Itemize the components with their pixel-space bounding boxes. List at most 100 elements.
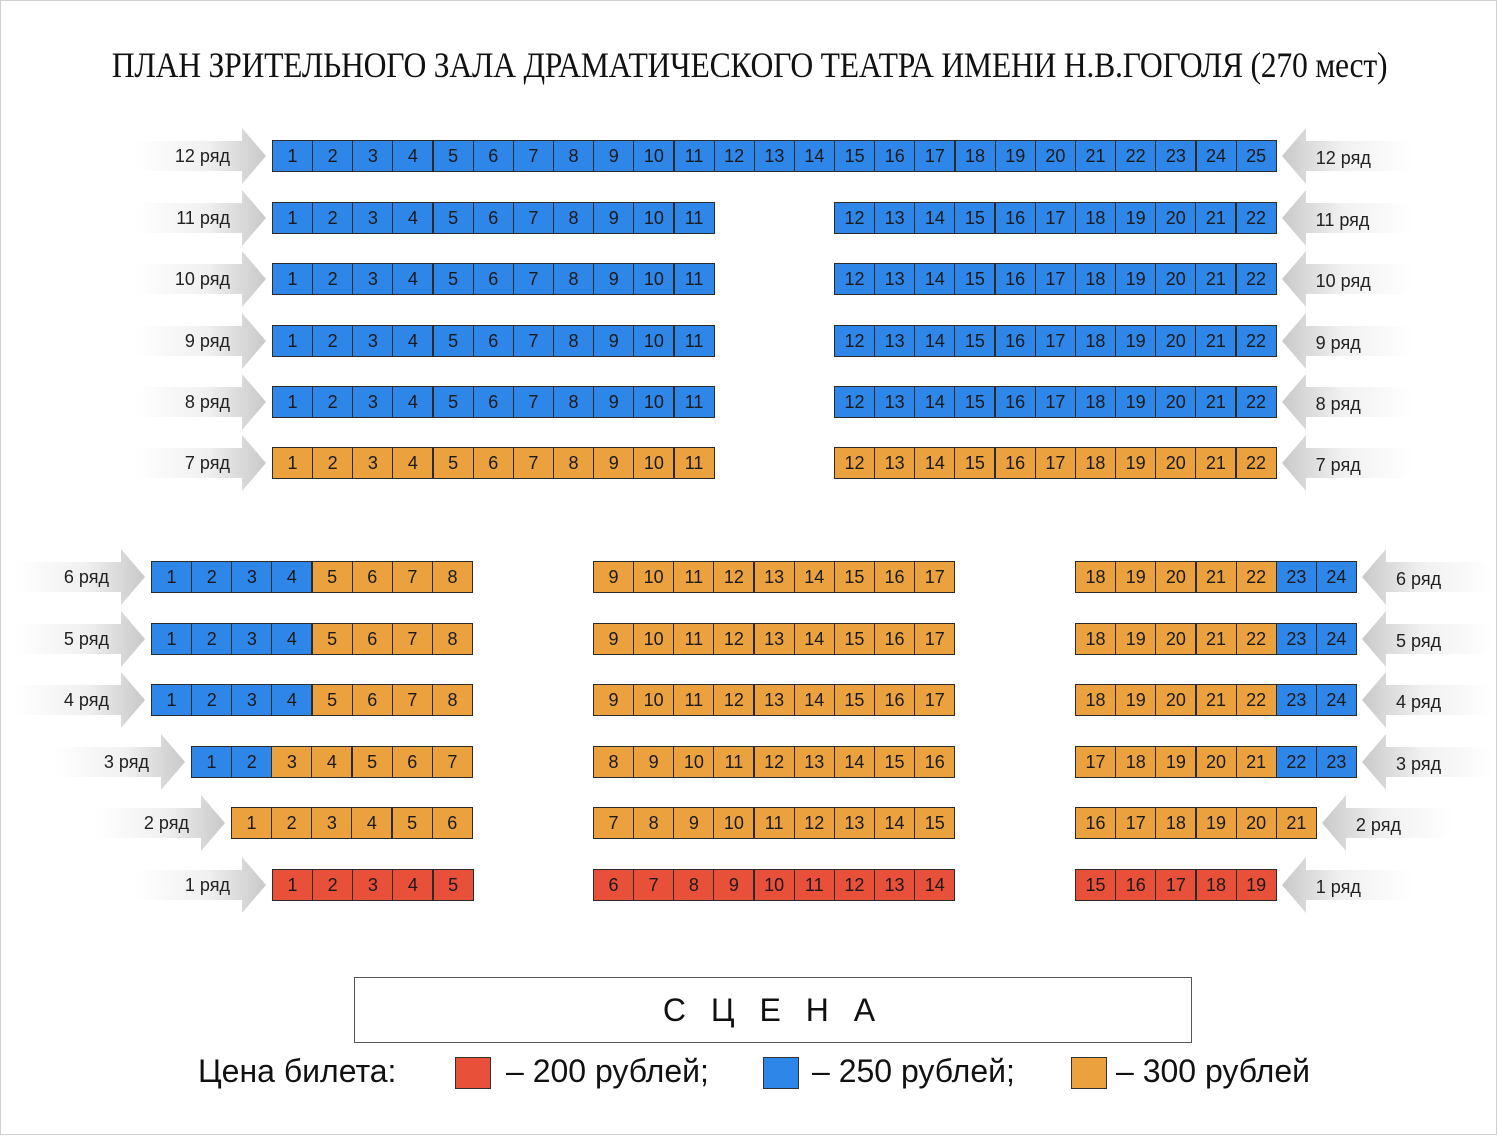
seat[interactable]: 3: [352, 386, 394, 418]
seat[interactable]: 2: [312, 325, 354, 357]
seat[interactable]: 20: [1195, 746, 1237, 778]
seat[interactable]: 8: [553, 263, 595, 295]
seat[interactable]: 16: [874, 561, 916, 593]
seat[interactable]: 12: [713, 140, 755, 172]
seat[interactable]: 9: [713, 869, 755, 901]
seat[interactable]: 23: [1275, 684, 1317, 716]
seat[interactable]: 21: [1195, 684, 1237, 716]
seat[interactable]: 1: [272, 140, 314, 172]
seat[interactable]: 16: [914, 746, 956, 778]
seat[interactable]: 5: [432, 869, 474, 901]
seat[interactable]: 17: [1034, 325, 1076, 357]
seat[interactable]: 17: [914, 561, 956, 593]
seat[interactable]: 11: [673, 263, 715, 295]
seat[interactable]: 20: [1155, 623, 1197, 655]
seat[interactable]: 17: [914, 140, 956, 172]
seat[interactable]: 17: [914, 684, 956, 716]
seat[interactable]: 13: [753, 623, 795, 655]
seat[interactable]: 10: [753, 869, 795, 901]
seat[interactable]: 6: [351, 623, 393, 655]
seat[interactable]: 20: [1155, 202, 1197, 234]
seat[interactable]: 4: [392, 140, 434, 172]
seat[interactable]: 15: [833, 561, 875, 593]
seat[interactable]: 7: [593, 807, 635, 839]
seat[interactable]: 22: [1235, 386, 1277, 418]
seat[interactable]: 12: [713, 561, 755, 593]
seat[interactable]: 1: [272, 325, 314, 357]
seat[interactable]: 1: [151, 623, 193, 655]
seat[interactable]: 17: [1034, 447, 1076, 479]
seat[interactable]: 2: [312, 869, 354, 901]
seat[interactable]: 2: [312, 263, 354, 295]
seat[interactable]: 6: [351, 561, 393, 593]
seat[interactable]: 23: [1155, 140, 1197, 172]
seat[interactable]: 12: [713, 684, 755, 716]
seat[interactable]: 14: [914, 447, 956, 479]
seat[interactable]: 23: [1275, 561, 1317, 593]
seat[interactable]: 14: [914, 325, 956, 357]
seat[interactable]: 14: [914, 386, 956, 418]
seat[interactable]: 14: [793, 684, 835, 716]
seat[interactable]: 24: [1315, 684, 1357, 716]
seat[interactable]: 19: [1115, 386, 1157, 418]
seat[interactable]: 8: [553, 447, 595, 479]
seat[interactable]: 20: [1155, 263, 1197, 295]
seat[interactable]: 1: [151, 561, 193, 593]
seat[interactable]: 12: [713, 623, 755, 655]
seat[interactable]: 8: [593, 746, 635, 778]
seat[interactable]: 2: [312, 202, 354, 234]
seat[interactable]: 14: [793, 140, 835, 172]
seat[interactable]: 12: [834, 386, 876, 418]
seat[interactable]: 6: [593, 869, 635, 901]
seat[interactable]: 7: [391, 561, 433, 593]
seat[interactable]: 2: [191, 623, 233, 655]
seat[interactable]: 9: [633, 746, 675, 778]
seat[interactable]: 1: [191, 746, 233, 778]
seat[interactable]: 12: [834, 325, 876, 357]
seat[interactable]: 20: [1155, 325, 1197, 357]
seat[interactable]: 15: [954, 386, 996, 418]
seat[interactable]: 1: [272, 386, 314, 418]
seat[interactable]: 5: [432, 447, 474, 479]
seat[interactable]: 4: [392, 202, 434, 234]
seat[interactable]: 9: [593, 623, 635, 655]
seat[interactable]: 20: [1235, 807, 1277, 839]
seat[interactable]: 8: [432, 561, 474, 593]
seat[interactable]: 9: [593, 202, 635, 234]
seat[interactable]: 9: [593, 447, 635, 479]
seat[interactable]: 6: [391, 746, 433, 778]
seat[interactable]: 7: [512, 140, 554, 172]
seat[interactable]: 16: [994, 202, 1036, 234]
seat[interactable]: 15: [874, 746, 916, 778]
seat[interactable]: 18: [1074, 447, 1116, 479]
seat[interactable]: 22: [1235, 263, 1277, 295]
seat[interactable]: 1: [272, 869, 314, 901]
seat[interactable]: 14: [793, 623, 835, 655]
seat[interactable]: 18: [954, 140, 996, 172]
seat[interactable]: 7: [512, 263, 554, 295]
seat[interactable]: 7: [391, 623, 433, 655]
seat[interactable]: 7: [512, 386, 554, 418]
seat[interactable]: 4: [271, 623, 313, 655]
seat[interactable]: 22: [1115, 140, 1157, 172]
seat[interactable]: 22: [1235, 623, 1277, 655]
seat[interactable]: 21: [1195, 263, 1237, 295]
seat[interactable]: 6: [431, 807, 473, 839]
seat[interactable]: 21: [1195, 202, 1237, 234]
seat[interactable]: 10: [633, 263, 675, 295]
seat[interactable]: 20: [1155, 386, 1197, 418]
seat[interactable]: 11: [673, 325, 715, 357]
seat[interactable]: 2: [312, 140, 354, 172]
seat[interactable]: 7: [512, 325, 554, 357]
seat[interactable]: 7: [431, 746, 473, 778]
seat[interactable]: 8: [633, 807, 675, 839]
seat[interactable]: 1: [272, 447, 314, 479]
seat[interactable]: 13: [874, 447, 916, 479]
seat[interactable]: 4: [392, 447, 434, 479]
seat[interactable]: 19: [1155, 746, 1197, 778]
seat[interactable]: 3: [352, 263, 394, 295]
seat[interactable]: 16: [874, 140, 916, 172]
seat[interactable]: 2: [191, 684, 233, 716]
seat[interactable]: 16: [994, 263, 1036, 295]
seat[interactable]: 7: [512, 447, 554, 479]
